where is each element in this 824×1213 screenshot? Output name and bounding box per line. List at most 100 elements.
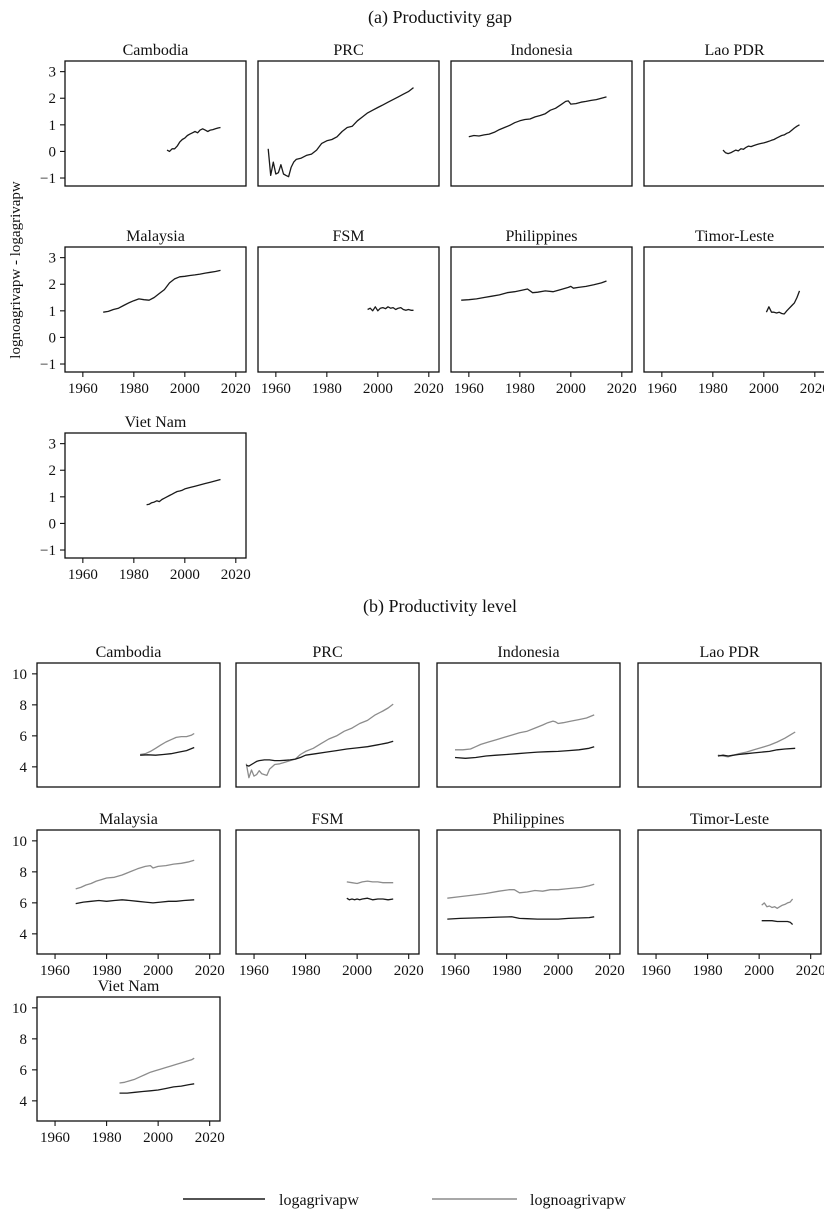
x-tick-label: 2020 [414, 381, 444, 397]
y-tick-label: 6 [20, 896, 28, 912]
x-tick-label: 1980 [92, 963, 122, 979]
x-tick-label: 1980 [312, 381, 342, 397]
x-tick-label: 1980 [698, 381, 728, 397]
panel-title: Lao PDR [700, 644, 760, 661]
series-line-logagrivapw [761, 920, 794, 925]
legend-label-nonagri: lognoagrivapw [530, 1192, 626, 1209]
panel-title: Malaysia [126, 228, 185, 245]
x-tick-label: 1960 [261, 381, 291, 397]
series-line-logagrivapw [75, 899, 195, 905]
y-tick-label: 4 [20, 1094, 28, 1110]
panel-frame [257, 60, 440, 187]
panel-frame [235, 829, 420, 955]
legend: logagrivapw lognoagrivapw [183, 1192, 626, 1209]
series-line-logagrivapw [461, 280, 607, 301]
x-tick-label: 1980 [291, 963, 321, 979]
y-tick-label: 10 [12, 667, 27, 683]
section-b-panels: Cambodia 4 6 8 10 PRC Indonesia Lao PDR Malaysia… [12, 644, 824, 1146]
panel-frame [64, 60, 247, 187]
panel-malaysia: Malaysia −1 0 1 2 3 1960 1980 2000 2020 [40, 228, 251, 397]
panel-viet-nam: Viet Nam −1 0 1 2 3 1960 1980 2000 2020 [40, 414, 251, 583]
series-line-logagrivapw [346, 897, 394, 901]
y-tick-label: 3 [49, 251, 57, 267]
panel-frame [36, 996, 221, 1122]
x-tick-label: 2020 [394, 963, 424, 979]
series-line-lognoagrivapw [455, 714, 595, 751]
panel-prc: PRC [235, 644, 420, 788]
panel-cambodia: Cambodia −1 0 1 2 3 [40, 42, 247, 187]
panel-frame [36, 829, 221, 955]
series-line-logagrivapw [146, 478, 221, 506]
x-tick-label: 2000 [556, 381, 586, 397]
x-tick-label: 2020 [221, 381, 251, 397]
x-tick-label: 2020 [221, 567, 251, 583]
panel-title: Indonesia [497, 644, 559, 661]
panel-title: Malaysia [99, 811, 158, 828]
panel-philippines: Philippines 1960 1980 2000 2020 [436, 811, 625, 979]
x-tick-label: 2000 [143, 963, 173, 979]
x-tick-label: 2000 [749, 381, 779, 397]
series-line-logagrivapw [119, 1083, 195, 1094]
section-a-title: (a) Productivity gap [368, 7, 512, 28]
panel-fsm: FSM 1960 1980 2000 2020 [257, 228, 444, 397]
y-tick-label: 2 [49, 463, 57, 479]
panel-malaysia: Malaysia 4 6 8 10 1960 1980 2000 2020 [12, 811, 225, 979]
x-tick-label: 1960 [40, 1130, 70, 1146]
series-line-logagrivapw [447, 916, 595, 920]
panel-title: Philippines [492, 811, 564, 828]
x-tick-label: 2000 [143, 1130, 173, 1146]
panel-indonesia: Indonesia [436, 644, 621, 788]
y-tick-label: 3 [49, 65, 57, 81]
panel-title: FSM [311, 811, 343, 828]
y-tick-label: 2 [49, 91, 57, 107]
x-tick-label: 1960 [454, 381, 484, 397]
y-tick-label: −1 [40, 171, 56, 187]
panel-frame [643, 246, 824, 373]
panel-title: Lao PDR [705, 42, 765, 59]
section-a-panels: Cambodia −1 0 1 2 3 PRC Indonesia Lao PDR Malaysi… [40, 42, 824, 583]
panel-viet-nam: Viet Nam 4 6 8 10 1960 1980 2000 2020 [12, 978, 225, 1146]
x-tick-label: 1960 [641, 963, 671, 979]
panel-title: Viet Nam [125, 414, 187, 431]
series-line-lognoagrivapw [75, 859, 195, 890]
x-tick-label: 1960 [647, 381, 677, 397]
series-line-logagrivapw [367, 306, 414, 312]
y-tick-label: 6 [20, 729, 28, 745]
series-line-lognoagrivapw [346, 880, 394, 885]
panel-frame [64, 246, 247, 373]
x-tick-label: 2020 [195, 1130, 225, 1146]
panel-frame [436, 829, 621, 955]
x-tick-label: 2000 [342, 963, 372, 979]
x-tick-label: 2000 [363, 381, 393, 397]
panel-title: Cambodia [96, 644, 162, 661]
x-tick-label: 2020 [607, 381, 637, 397]
x-tick-label: 2000 [744, 963, 774, 979]
y-tick-label: 3 [49, 437, 57, 453]
panel-frame [64, 432, 247, 559]
y-tick-label: 8 [20, 1032, 28, 1048]
y-tick-label: 2 [49, 277, 57, 293]
panel-frame [436, 662, 621, 788]
series-line-logagrivapw [765, 290, 801, 315]
y-tick-label: 0 [49, 516, 57, 532]
panel-title: Timor-Leste [695, 228, 774, 245]
x-tick-label: 1960 [40, 963, 70, 979]
y-tick-label: 8 [20, 698, 28, 714]
x-tick-label: 1980 [119, 567, 149, 583]
x-tick-label: 1980 [492, 963, 522, 979]
y-tick-label: 1 [49, 490, 57, 506]
panel-title: Timor-Leste [690, 811, 769, 828]
panel-title: FSM [332, 228, 364, 245]
x-tick-label: 2000 [170, 381, 200, 397]
series-line-logagrivapw [717, 747, 796, 757]
panel-frame [235, 662, 420, 788]
x-tick-label: 1960 [68, 381, 98, 397]
panel-cambodia: Cambodia 4 6 8 10 [12, 644, 221, 788]
series-line-logagrivapw [103, 269, 221, 313]
x-tick-label: 2020 [796, 963, 824, 979]
series-line-lognoagrivapw [245, 703, 394, 779]
section-b-title: (b) Productivity level [363, 596, 517, 617]
y-tick-label: 6 [20, 1063, 28, 1079]
y-tick-label: 1 [49, 118, 57, 134]
